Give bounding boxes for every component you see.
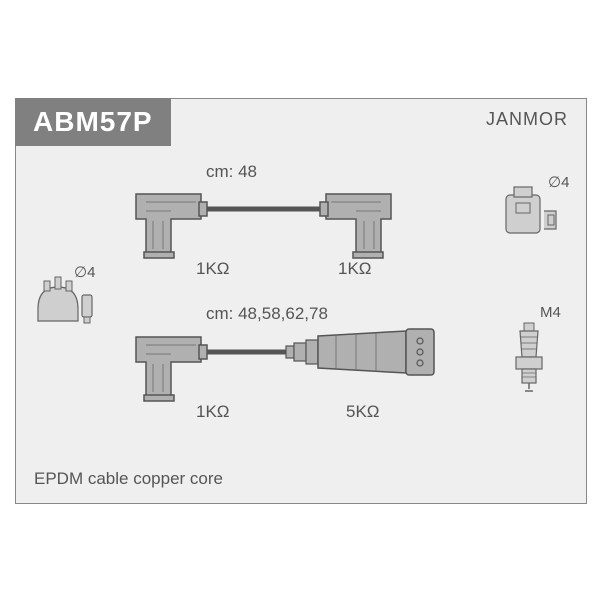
svg-text:M4: M4 bbox=[540, 304, 561, 321]
cable2-length: cm: 48,58,62,78 bbox=[206, 304, 328, 323]
coil-connector-icon: ∅4 bbox=[506, 174, 569, 233]
brand-label: JANMOR bbox=[486, 109, 568, 130]
svg-text:∅4: ∅4 bbox=[548, 174, 569, 191]
cable2-left-boot bbox=[136, 337, 207, 401]
footer-text: EPDM cable copper core bbox=[34, 469, 223, 489]
diagram-svg: cm: 48 1KΩ 1KΩ cm: 48,58,62,78 1KΩ 5KΩ bbox=[16, 99, 586, 503]
cable2-left-ohm: 1KΩ bbox=[196, 402, 230, 421]
cable1-length: cm: 48 bbox=[206, 162, 257, 181]
cable2-right-ohm: 5KΩ bbox=[346, 402, 380, 421]
svg-text:∅4: ∅4 bbox=[74, 264, 95, 281]
distributor-cap-icon: ∅4 bbox=[38, 264, 95, 323]
cable1-left-boot bbox=[136, 194, 207, 258]
part-number-badge: ABM57P bbox=[15, 98, 171, 146]
cable1-right-boot bbox=[320, 194, 391, 258]
cable1-left-ohm: 1KΩ bbox=[196, 259, 230, 278]
cable2-right-connector bbox=[286, 329, 434, 375]
diagram-frame: ABM57P JANMOR EPDM cable copper core cm:… bbox=[15, 98, 587, 504]
cable1-right-ohm: 1KΩ bbox=[338, 259, 372, 278]
spark-plug-icon: M4 bbox=[516, 304, 561, 391]
